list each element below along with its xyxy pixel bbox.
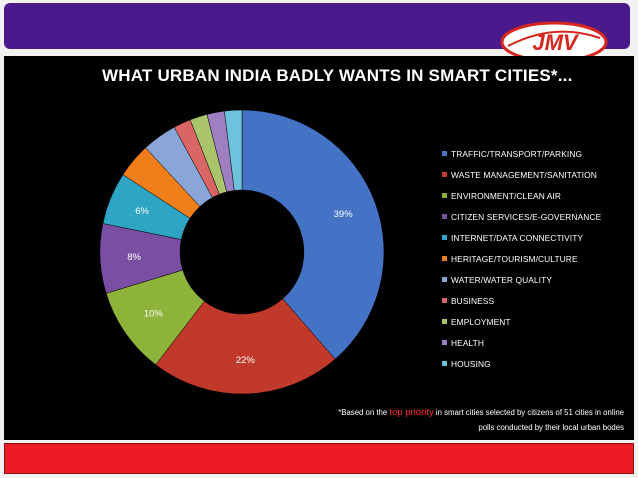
legend-swatch: [442, 277, 447, 282]
footnote-prefix: *Based on the: [338, 408, 390, 417]
legend-swatch: [442, 340, 447, 345]
legend-label: HERITAGE/TOURISM/CULTURE: [451, 253, 578, 264]
svg-text:JMV: JMV: [532, 30, 580, 55]
legend-label: INTERNET/DATA CONNECTIVITY: [451, 232, 584, 243]
slice-traffic-transport-parking: [241, 109, 385, 360]
chart-title: WHAT URBAN INDIA BADLY WANTS IN SMART CI…: [102, 66, 573, 85]
legend-label: ENVIRONMENT/CLEAN AIR: [451, 190, 562, 201]
legend-item-housing: HOUSING: [442, 353, 622, 374]
legend-item-water-water-quality: WATER/WATER QUALITY: [442, 269, 622, 290]
legend-item-heritage-tourism-culture: HERITAGE/TOURISM/CULTURE: [442, 248, 622, 269]
legend-item-waste-management-sanitation: WASTE MANAGEMENT/SANITATION: [442, 164, 622, 185]
footer-bar: [4, 443, 634, 474]
legend-swatch: [442, 214, 447, 219]
legend-label: BUSINESS: [451, 295, 495, 306]
footnote-highlight: top priority: [389, 407, 434, 418]
data-label-citizen-services-e-governance: 8%: [127, 252, 141, 263]
legend-label: WATER/WATER QUALITY: [451, 274, 553, 285]
legend-swatch: [442, 151, 447, 156]
data-label-traffic-transport-parking: 39%: [334, 209, 354, 220]
legend-label: CITIZEN SERVICES/E-GOVERNANCE: [451, 211, 602, 222]
legend-item-employment: EMPLOYMENT: [442, 311, 622, 332]
footnote-suffix: in smart cities selected by citizens of …: [433, 408, 624, 417]
jmv-logo-icon: JMV: [500, 21, 608, 63]
legend-label: HOUSING: [451, 358, 491, 369]
legend-item-environment-clean-air: ENVIRONMENT/CLEAN AIR: [442, 185, 622, 206]
legend-swatch: [442, 298, 447, 303]
data-label-waste-management-sanitation: 22%: [236, 355, 256, 366]
data-label-internet-data-connectivity: 6%: [135, 206, 149, 217]
legend-label: EMPLOYMENT: [451, 316, 511, 327]
data-label-environment-clean-air: 10%: [144, 309, 164, 320]
legend-item-citizen-services-e-governance: CITIZEN SERVICES/E-GOVERNANCE: [442, 206, 622, 227]
legend-label: WASTE MANAGEMENT/SANITATION: [451, 169, 597, 180]
footnote-line2: polls conducted by their local urban bod…: [478, 423, 624, 432]
legend-swatch: [442, 361, 447, 366]
legend-item-health: HEALTH: [442, 332, 622, 353]
legend-swatch: [442, 319, 447, 324]
legend-label: TRAFFIC/TRANSPORT/PARKING: [451, 148, 583, 159]
slice-housing: [224, 109, 243, 191]
legend-swatch: [442, 256, 447, 261]
footnote: *Based on the top priority in smart citi…: [264, 405, 624, 435]
legend-item-internet-data-connectivity: INTERNET/DATA CONNECTIVITY: [442, 227, 622, 248]
legend-item-business: BUSINESS: [442, 290, 622, 311]
legend-swatch: [442, 193, 447, 198]
legend-swatch: [442, 235, 447, 240]
legend-item-traffic-transport-parking: TRAFFIC/TRANSPORT/PARKING: [442, 143, 622, 164]
legend-label: HEALTH: [451, 337, 485, 348]
chart-legend: TRAFFIC/TRANSPORT/PARKING WASTE MANAGEMEN…: [442, 143, 622, 374]
slice-waste-management-sanitation: [155, 298, 336, 395]
legend-swatch: [442, 172, 447, 177]
